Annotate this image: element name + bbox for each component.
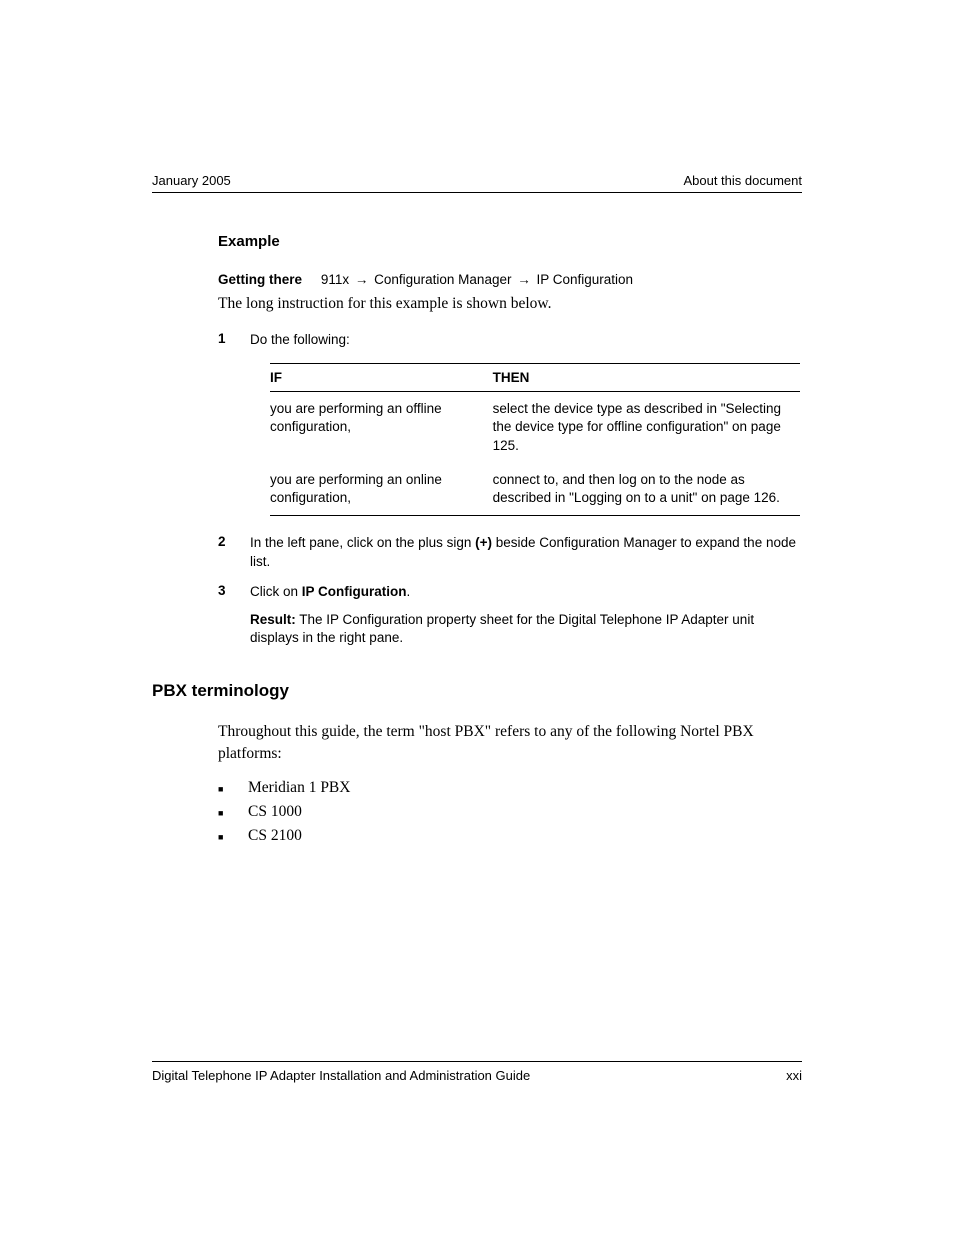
if-then-table: IF THEN you are performing an offline co… [270,363,800,516]
pbx-list: ■ Meridian 1 PBX ■ CS 1000 ■ CS 2100 [218,779,802,845]
header-section: About this document [683,173,802,188]
table-row: you are performing an online configurati… [270,463,800,516]
list-item: ■ Meridian 1 PBX [218,779,802,797]
breadcrumb-1: Configuration Manager [374,272,511,287]
list-item-text: Meridian 1 PBX [248,779,350,797]
arrow-icon: → [353,272,371,287]
th-then: THEN [493,364,800,392]
result-text: The IP Configuration property sheet for … [250,612,754,645]
getting-there-line: Getting there 911x → Configuration Manag… [218,272,802,287]
step-1: 1 Do the following: [218,331,802,349]
bullet-icon: ■ [218,803,248,821]
step-text-bold: IP Configuration [302,584,407,599]
step-text-part: . [407,584,411,599]
footer-title: Digital Telephone IP Adapter Installatio… [152,1068,530,1083]
step-number: 2 [218,534,250,570]
if-cell: you are performing an offline configurat… [270,392,493,463]
long-instruction: The long instruction for this example is… [218,295,802,313]
footer-page: xxi [786,1068,802,1083]
breadcrumb-0: 911x [321,272,349,287]
pbx-heading: PBX terminology [152,681,802,701]
step-text-part: In the left pane, click on the plus sign [250,535,475,550]
if-cell: you are performing an online configurati… [270,463,493,516]
list-item: ■ CS 1000 [218,803,802,821]
arrow-icon: → [515,272,533,287]
step-text-bold: (+) [475,535,492,550]
step-3: 3 Click on IP Configuration. Result: The… [218,583,802,648]
example-heading: Example [218,233,802,250]
bullet-icon: ■ [218,779,248,797]
breadcrumb-2: IP Configuration [537,272,634,287]
th-if: IF [270,364,493,392]
result-label: Result: [250,612,296,627]
content-area: Example Getting there 911x → Configurati… [152,193,802,845]
step-text: In the left pane, click on the plus sign… [250,534,802,570]
getting-there-spacer [306,272,317,287]
then-cell: select the device type as described in "… [493,392,800,463]
list-item-text: CS 2100 [248,827,302,845]
step-text: Click on IP Configuration. Result: The I… [250,583,802,648]
page: January 2005 About this document Example… [152,173,802,1083]
step-text: Do the following: [250,331,802,349]
table-row: you are performing an offline configurat… [270,392,800,463]
bullet-icon: ■ [218,827,248,845]
page-header: January 2005 About this document [152,173,802,193]
list-item: ■ CS 2100 [218,827,802,845]
getting-there-label: Getting there [218,272,302,287]
step-number: 3 [218,583,250,648]
page-footer: Digital Telephone IP Adapter Installatio… [152,1061,802,1083]
header-date: January 2005 [152,173,231,188]
step-result: Result: The IP Configuration property sh… [250,611,802,647]
pbx-intro: Throughout this guide, the term "host PB… [218,721,802,764]
list-item-text: CS 1000 [248,803,302,821]
then-cell: connect to, and then log on to the node … [493,463,800,516]
step-2: 2 In the left pane, click on the plus si… [218,534,802,570]
step-number: 1 [218,331,250,349]
step-text-part: Click on [250,584,302,599]
